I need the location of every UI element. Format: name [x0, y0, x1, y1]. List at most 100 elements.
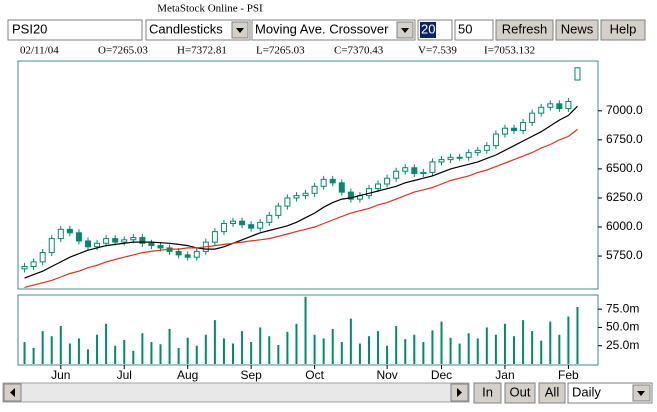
- volume-bar: [431, 330, 434, 364]
- volume-bar: [503, 323, 506, 364]
- candle-body: [284, 197, 291, 207]
- y-tick-label: 6500.0: [606, 161, 643, 175]
- volume-bar: [32, 347, 35, 364]
- volume-bar: [322, 338, 325, 364]
- volume-bar: [304, 296, 307, 364]
- moving-average: [24, 105, 578, 279]
- volume-bar: [222, 338, 225, 364]
- candle-body: [447, 156, 454, 161]
- volume-bar: [549, 321, 552, 364]
- volume-bar: [340, 342, 343, 364]
- candle-body: [184, 254, 191, 258]
- info-text: L=7265.03: [256, 45, 305, 57]
- volume-bar: [540, 340, 543, 364]
- candle-body: [547, 103, 554, 108]
- volume-bar: [114, 345, 117, 364]
- volume-bar: [150, 342, 153, 364]
- candle-body: [230, 220, 237, 225]
- candle-body: [320, 178, 327, 187]
- volume-bar: [159, 344, 162, 364]
- candle-body: [302, 192, 309, 197]
- button-label: Help: [610, 21, 637, 36]
- button[interactable]: [504, 382, 536, 404]
- candle-body: [257, 221, 264, 229]
- volume-bar: [404, 339, 407, 364]
- candle-body: [483, 145, 490, 151]
- candle-body: [311, 185, 318, 194]
- volume-bar: [96, 334, 99, 364]
- volume-bar: [286, 331, 289, 364]
- y-tick-label: 25.0m: [606, 338, 639, 352]
- style-select[interactable]: [145, 19, 251, 41]
- indicator-select[interactable]: [251, 19, 416, 41]
- candle-body: [520, 121, 527, 132]
- button[interactable]: [495, 19, 554, 41]
- scrollbar[interactable]: [2, 382, 470, 403]
- button-label: In: [482, 384, 493, 399]
- volume-bar: [132, 350, 135, 364]
- candle-body: [402, 167, 409, 172]
- volume-bar: [377, 331, 380, 364]
- volume-bar: [522, 320, 525, 364]
- x-tick-label: Jul: [117, 368, 132, 382]
- candle-body: [384, 177, 391, 185]
- info-text: C=7370.43: [334, 45, 384, 57]
- x-tick-label: Nov: [376, 368, 397, 382]
- volume-bar: [458, 343, 461, 364]
- candle-body: [94, 242, 101, 248]
- volume-bar: [558, 334, 561, 364]
- arrow-icon: [637, 391, 645, 396]
- candle-body: [293, 195, 300, 199]
- info-text: I=7053.132: [484, 45, 535, 57]
- arrow-icon: [457, 388, 462, 397]
- candle-body: [75, 232, 82, 242]
- volume-bar: [295, 323, 298, 364]
- volume-bar: [422, 342, 425, 364]
- button[interactable]: [555, 19, 599, 41]
- button[interactable]: [600, 19, 646, 41]
- period-2-input[interactable]: [454, 19, 494, 41]
- candle-body: [393, 170, 400, 179]
- candle-body: [193, 250, 200, 258]
- volume-bar: [449, 337, 452, 364]
- candle-body: [175, 250, 182, 256]
- candle-body: [39, 252, 46, 263]
- candle-body: [474, 149, 481, 154]
- symbol-input[interactable]: [7, 19, 143, 41]
- button-label: All: [545, 384, 560, 399]
- interval-select[interactable]: [567, 382, 653, 404]
- candle-body: [529, 112, 536, 123]
- volume-bar: [195, 345, 198, 364]
- price-panel: [17, 60, 599, 290]
- volume-bar: [313, 334, 316, 364]
- volume-bar: [331, 328, 334, 364]
- volume-bar: [268, 336, 271, 364]
- volume-bar: [259, 327, 262, 364]
- button[interactable]: [538, 382, 566, 404]
- volume-bar: [204, 334, 207, 364]
- volume-bar: [576, 306, 579, 364]
- volume-bar: [485, 327, 488, 364]
- volume-bar: [23, 342, 26, 364]
- volume-bar: [250, 342, 253, 364]
- candle-body: [157, 245, 164, 249]
- button[interactable]: [473, 382, 502, 404]
- symbol-text: PSI20: [12, 21, 47, 36]
- volume-bar: [440, 321, 443, 364]
- candle-body: [565, 101, 572, 109]
- volume-bar: [59, 325, 62, 364]
- candle-body: [112, 238, 119, 243]
- volume-bar: [77, 338, 80, 364]
- volume-bar: [50, 336, 53, 364]
- candle-body: [266, 214, 273, 223]
- candle-body: [130, 236, 137, 241]
- arrow-icon: [401, 28, 409, 33]
- candle-body: [338, 182, 345, 193]
- volume-bar: [141, 333, 144, 364]
- candle-body: [21, 266, 28, 270]
- y-tick-label: 6000.0: [606, 219, 643, 233]
- volume-bar: [68, 343, 71, 364]
- candle-body: [347, 191, 354, 200]
- info-text: V=7.539: [418, 45, 457, 57]
